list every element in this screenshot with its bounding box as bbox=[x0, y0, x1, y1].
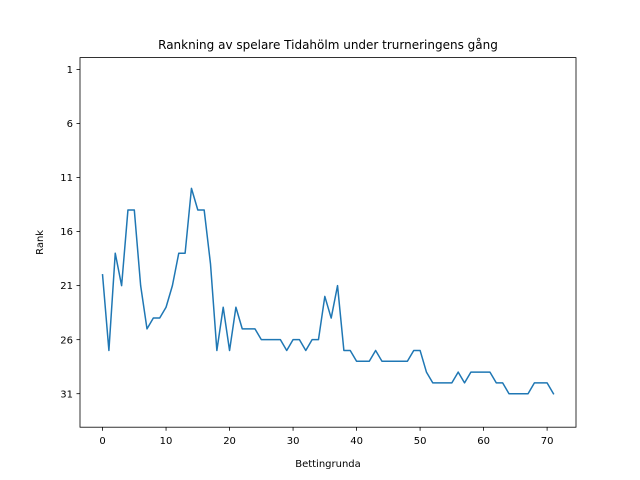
y-tick-label: 21 bbox=[60, 281, 73, 292]
series-line bbox=[101, 187, 555, 395]
y-tick-label: 6 bbox=[67, 119, 73, 130]
plot-frame bbox=[79, 57, 577, 428]
y-tick-label: 1 bbox=[67, 65, 73, 76]
x-tick-label: 50 bbox=[414, 436, 427, 447]
x-tick-label: 10 bbox=[160, 436, 173, 447]
x-tick-label: 20 bbox=[223, 436, 236, 447]
x-axis-label: Bettingrunda bbox=[295, 459, 361, 470]
y-tick-label: 11 bbox=[60, 173, 73, 184]
y-tick-label: 26 bbox=[60, 335, 73, 346]
chart-title: Rankning av spelare Tidahölm under trurn… bbox=[158, 38, 498, 52]
y-axis-label: Rank bbox=[35, 230, 46, 255]
x-tick-label: 40 bbox=[350, 436, 363, 447]
x-tick-label: 0 bbox=[99, 436, 105, 447]
x-tick-label: 70 bbox=[541, 436, 554, 447]
y-tick-label: 16 bbox=[60, 227, 73, 238]
x-tick-label: 60 bbox=[477, 436, 490, 447]
y-tick-label: 31 bbox=[60, 389, 73, 400]
x-tick-label: 30 bbox=[287, 436, 300, 447]
